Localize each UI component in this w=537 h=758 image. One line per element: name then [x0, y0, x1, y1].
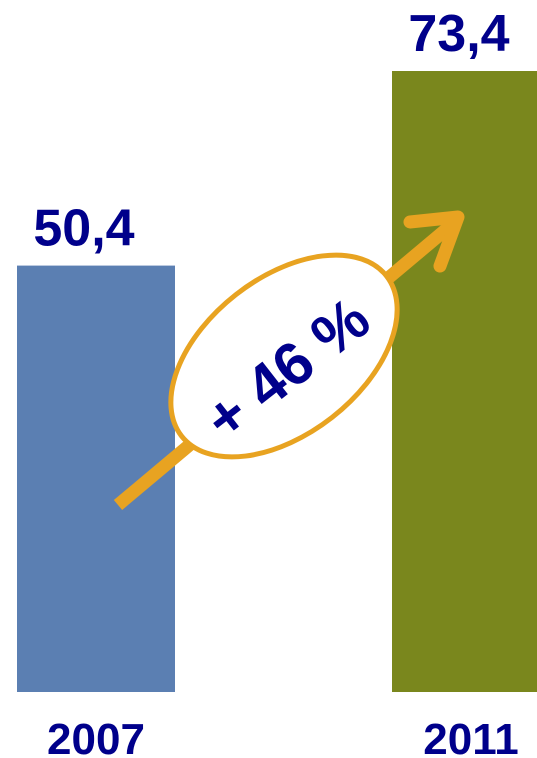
category-label-2011: 2011: [423, 715, 518, 758]
bar-2011: [392, 71, 537, 692]
growth-arrow-head: [403, 210, 465, 273]
value-label-2011: 73,4: [408, 5, 509, 63]
category-labels-group: 2007 2011: [47, 715, 519, 758]
growth-ellipse: [168, 252, 400, 460]
value-label-2007: 50,4: [33, 200, 134, 258]
value-labels-group: 50,4 73,4: [33, 5, 509, 258]
growth-annotation: + 46 %: [113, 210, 465, 510]
category-label-2007: 2007: [47, 715, 145, 758]
